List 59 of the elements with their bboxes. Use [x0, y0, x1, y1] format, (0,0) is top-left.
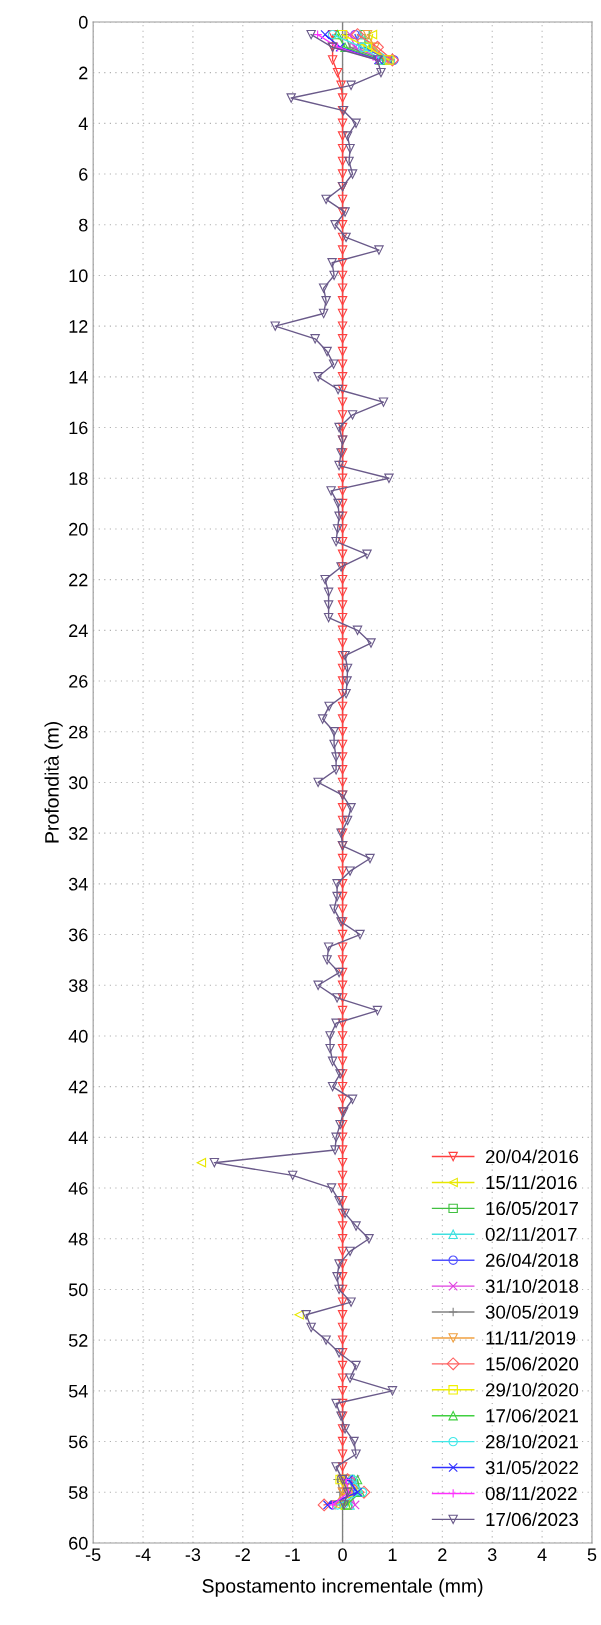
x-tick-label: -4 [135, 1548, 151, 1561]
y-tick-label: 28 [69, 725, 88, 739]
x-tick-label: -2 [235, 1548, 250, 1561]
legend-label: 16/05/2017 [486, 1201, 578, 1216]
x-tick-label: 2 [438, 1548, 447, 1561]
x-tick-label: 1 [388, 1548, 397, 1561]
legend-label: 20/04/2016 [485, 1149, 579, 1164]
legend-label: 26/04/2018 [485, 1253, 579, 1267]
legend-label: 11/11/2019 [486, 1330, 576, 1345]
y-tick-label: 44 [68, 1131, 88, 1144]
y-tick-label: 2 [79, 66, 88, 80]
x-tick-label: -1 [285, 1548, 300, 1561]
x-tick-label: 5 [587, 1548, 597, 1562]
y-tick-label: 60 [69, 1536, 88, 1550]
y-tick-label: 16 [69, 421, 88, 435]
legend-label: 02/11/2017 [485, 1227, 577, 1242]
y-tick-label: 20 [69, 522, 88, 536]
y-tick-label: 10 [69, 269, 88, 283]
y-tick-label: 50 [68, 1283, 88, 1297]
legend-label: 28/10/2021 [485, 1434, 578, 1449]
y-tick-label: 56 [68, 1435, 88, 1449]
y-tick-label: 30 [68, 776, 88, 790]
y-tick-label: 18 [69, 472, 88, 485]
legend-label: 29/10/2020 [485, 1382, 579, 1397]
y-tick-label: 4 [78, 117, 88, 130]
y-tick-label: 54 [68, 1384, 88, 1398]
legend-label: 31/10/2018 [485, 1279, 579, 1293]
y-tick-label: 48 [68, 1232, 88, 1246]
y-tick-label: 58 [68, 1486, 88, 1499]
y-tick-label: 0 [78, 15, 88, 29]
y-tick-label: 6 [79, 167, 88, 181]
y-tick-label: 22 [69, 573, 88, 587]
x-tick-label: 0 [338, 1548, 347, 1562]
y-tick-label: 26 [69, 674, 88, 688]
x-tick-label: -3 [185, 1548, 201, 1562]
x-tick-label: 3 [487, 1548, 497, 1562]
legend-label: 31/05/2022 [485, 1460, 578, 1475]
y-tick-label: 38 [68, 979, 88, 992]
legend-label: 08/11/2022 [485, 1486, 577, 1501]
legend-label: 15/11/2016 [486, 1175, 577, 1190]
legend-label: 15/06/2020 [486, 1356, 579, 1371]
y-tick-label: 40 [68, 1029, 88, 1043]
legend-label: 17/06/2023 [486, 1512, 579, 1527]
y-tick-label: 12 [69, 320, 88, 333]
y-axis-title: Profondità (m) [44, 722, 63, 843]
y-tick-label: 32 [68, 827, 88, 840]
y-tick-label: 36 [68, 928, 88, 942]
x-tick-label: -5 [85, 1548, 101, 1562]
y-tick-label: 34 [68, 877, 88, 891]
y-tick-label: 52 [68, 1334, 88, 1347]
legend-label: 30/05/2019 [485, 1305, 578, 1319]
x-axis-title: Spostamento incrementale (mm) [202, 1578, 483, 1597]
x-tick-label: 4 [537, 1548, 547, 1561]
y-tick-label: 42 [68, 1080, 88, 1094]
y-tick-label: 8 [79, 218, 88, 232]
y-tick-label: 14 [69, 370, 88, 384]
legend-label: 17/06/2021 [486, 1408, 578, 1423]
y-tick-label: 46 [68, 1181, 88, 1195]
y-tick-label: 24 [69, 624, 88, 637]
